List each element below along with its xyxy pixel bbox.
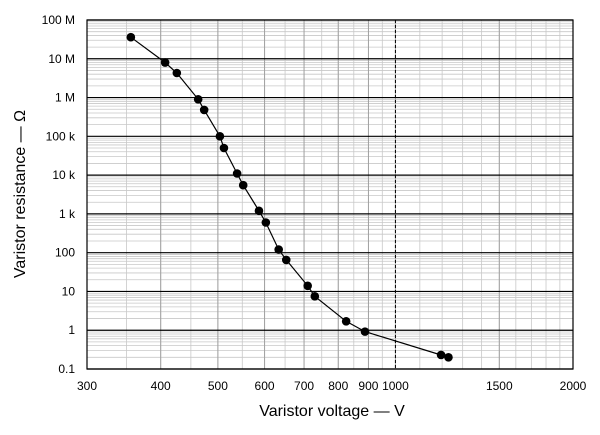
x-tick-label: 900 [358, 379, 378, 393]
y-tick-label: 1 k [59, 207, 76, 221]
y-tick-label: 1 M [55, 91, 75, 105]
x-tick-label: 1500 [486, 379, 513, 393]
tick-labels: 300 400 500 600 700 800 900 1000 1500 2000 0.1 1 10 1… [42, 13, 587, 393]
x-tick-label: 1000 [382, 379, 409, 393]
data-point [238, 180, 248, 190]
data-point [274, 245, 283, 254]
data-series [126, 32, 453, 362]
data-point [281, 255, 291, 265]
y-tick-label: 100 M [42, 13, 75, 27]
data-point [172, 68, 182, 78]
data-point [215, 132, 225, 141]
y-tick-label: 1 [68, 323, 75, 337]
data-point [360, 327, 370, 336]
data-point [232, 169, 242, 178]
data-point [341, 316, 351, 326]
data-point [160, 58, 170, 67]
y-tick-label: 10 M [48, 52, 75, 66]
y-tick-label: 10 [62, 284, 76, 298]
y-axis-title: Varistor resistance — Ω [12, 110, 29, 278]
data-point [261, 218, 271, 227]
x-tick-label: 800 [328, 379, 348, 393]
x-axis-title: Varistor voltage — V [259, 403, 405, 420]
series-line [130, 36, 449, 358]
x-tick-label: 400 [151, 379, 171, 393]
data-point [193, 95, 203, 104]
data-point [310, 291, 320, 301]
data-point [436, 350, 446, 360]
x-tick-label: 600 [255, 379, 275, 393]
data-point [199, 105, 209, 115]
y-tick-label: 0.1 [58, 362, 75, 376]
grid [86, 19, 574, 370]
data-point [126, 32, 136, 42]
x-tick-label: 300 [77, 379, 97, 393]
x-tick-label: 700 [294, 379, 314, 393]
y-tick-label: 100 k [46, 129, 76, 143]
data-point [303, 281, 312, 291]
data-point [444, 353, 453, 362]
data-point [219, 143, 229, 153]
plot-border [86, 19, 574, 370]
y-tick-label: 10 k [52, 168, 76, 182]
y-tick-label: 100 [55, 246, 75, 260]
x-tick-label: 500 [208, 379, 228, 393]
x-tick-label: 2000 [560, 379, 587, 393]
data-point [254, 206, 264, 216]
